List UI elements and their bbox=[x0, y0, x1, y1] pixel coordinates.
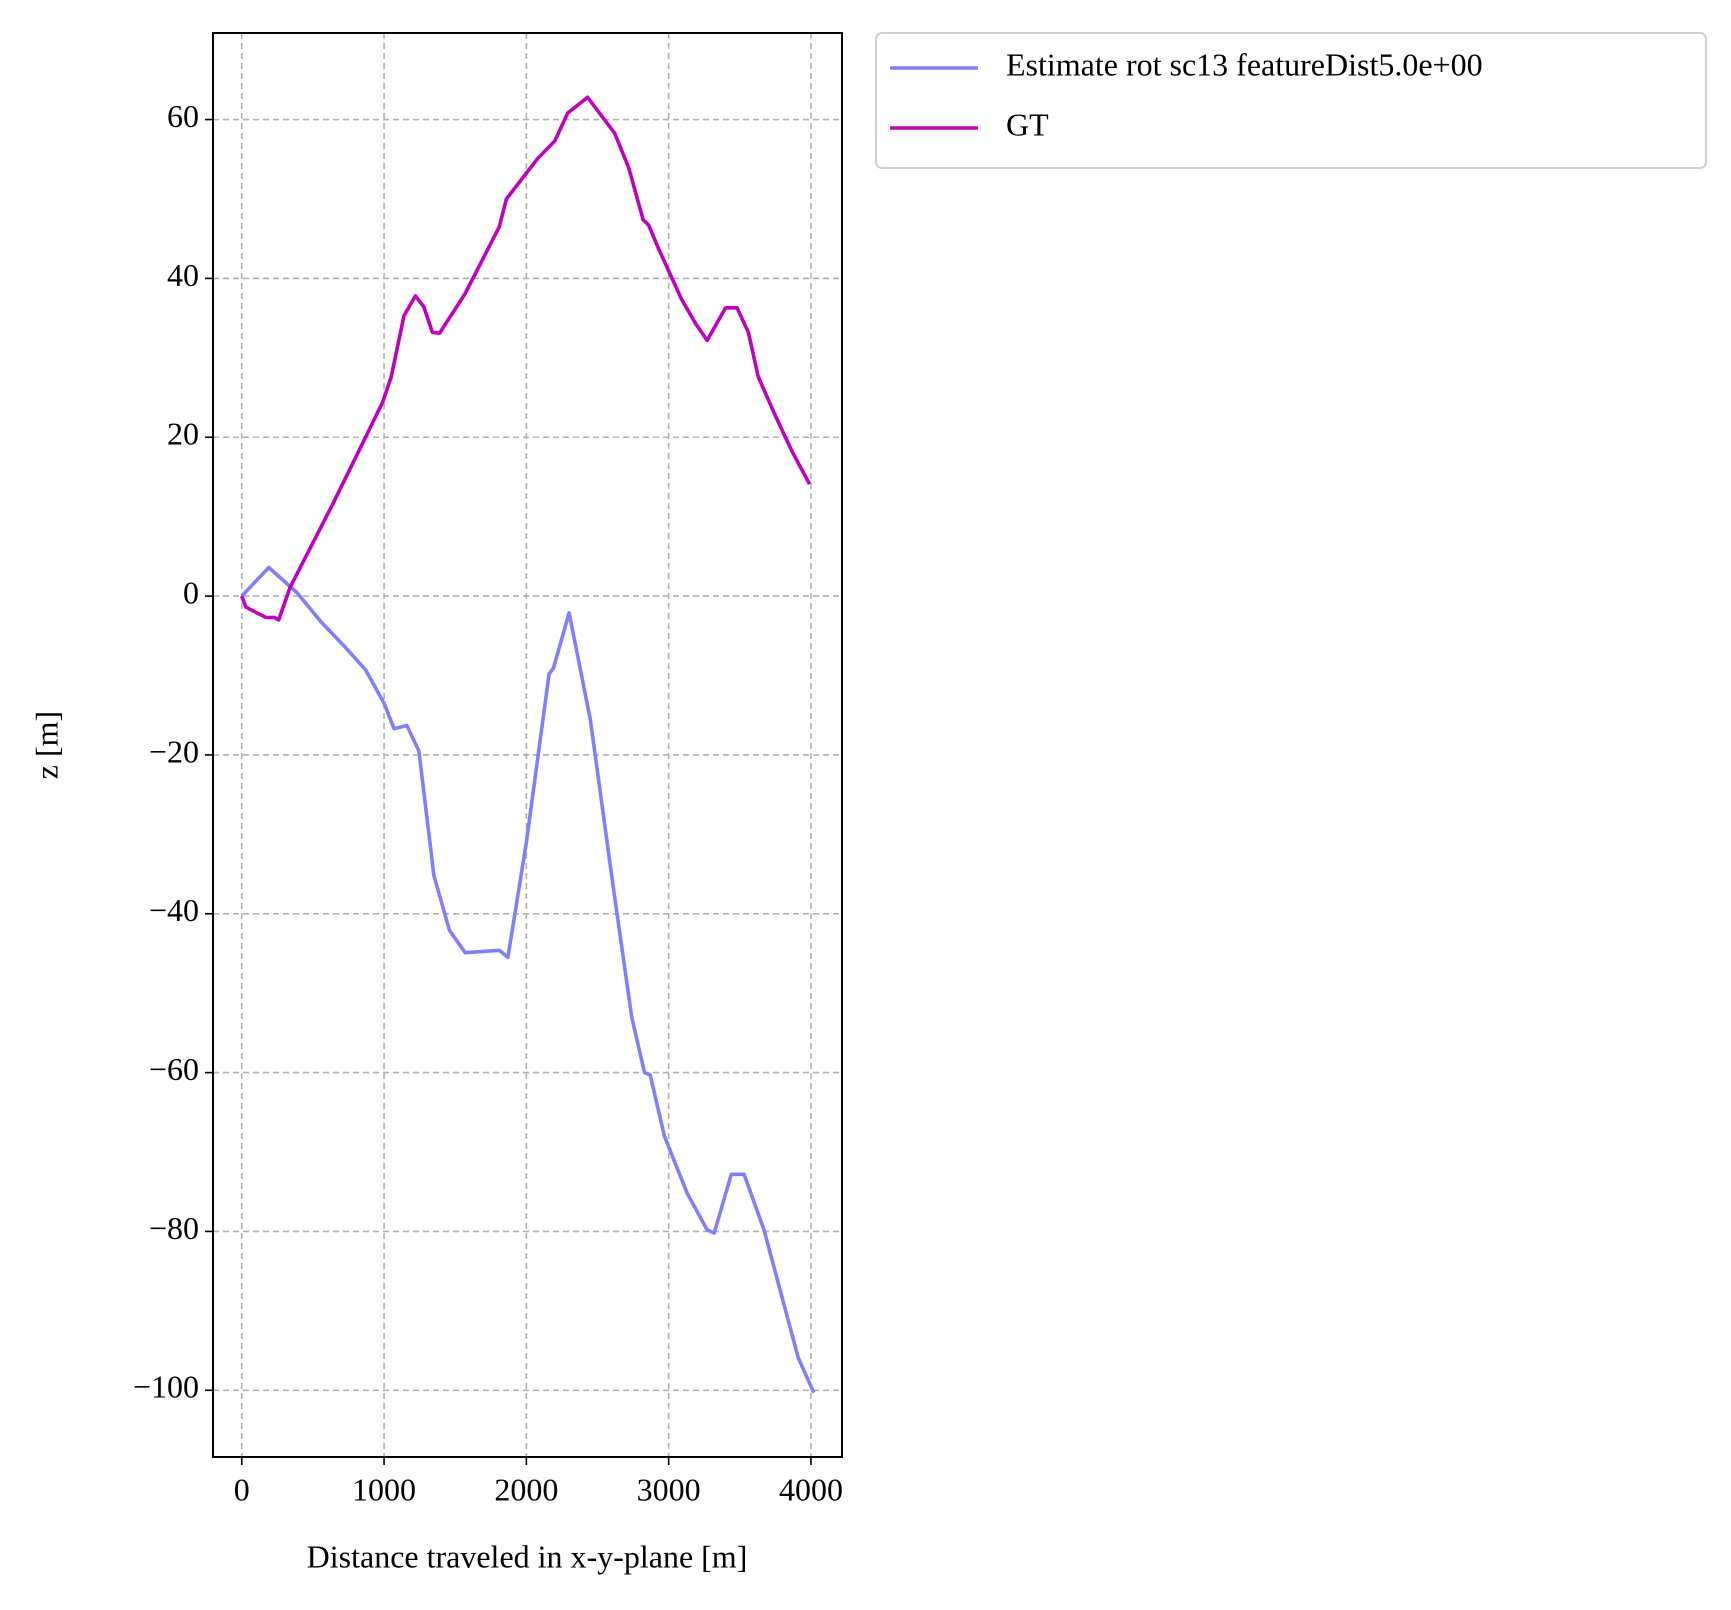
legend-frame bbox=[875, 32, 1707, 169]
y-tick-label: −20 bbox=[149, 733, 199, 769]
data-line bbox=[240, 565, 816, 1394]
x-tick-label: 3000 bbox=[637, 1471, 701, 1507]
y-tick-label: 20 bbox=[167, 416, 199, 452]
y-tick-label: 0 bbox=[183, 574, 199, 610]
y-tick-label: 40 bbox=[167, 257, 199, 293]
legend-label: GT bbox=[1006, 106, 1049, 142]
x-tick-label: 4000 bbox=[779, 1471, 843, 1507]
y-tick-label: −100 bbox=[133, 1369, 199, 1405]
x-tick-label: 0 bbox=[234, 1471, 250, 1507]
y-tick-label: 60 bbox=[167, 98, 199, 134]
x-tick-label: 2000 bbox=[494, 1471, 558, 1507]
x-axis-label: Distance traveled in x-y-plane [m] bbox=[307, 1538, 748, 1574]
plot-frame bbox=[212, 32, 843, 1458]
legend-label: Estimate rot sc13 featureDist5.0e+00 bbox=[1006, 46, 1483, 82]
legend: Estimate rot sc13 featureDist5.0e+00 GT bbox=[875, 32, 1707, 169]
y-axis-label: z [m] bbox=[28, 711, 64, 779]
x-tick-label: 1000 bbox=[352, 1471, 416, 1507]
y-tick-label: −80 bbox=[149, 1210, 199, 1246]
y-tick-label: −60 bbox=[149, 1051, 199, 1087]
data-line bbox=[240, 95, 812, 622]
y-tick-label: −40 bbox=[149, 892, 199, 928]
